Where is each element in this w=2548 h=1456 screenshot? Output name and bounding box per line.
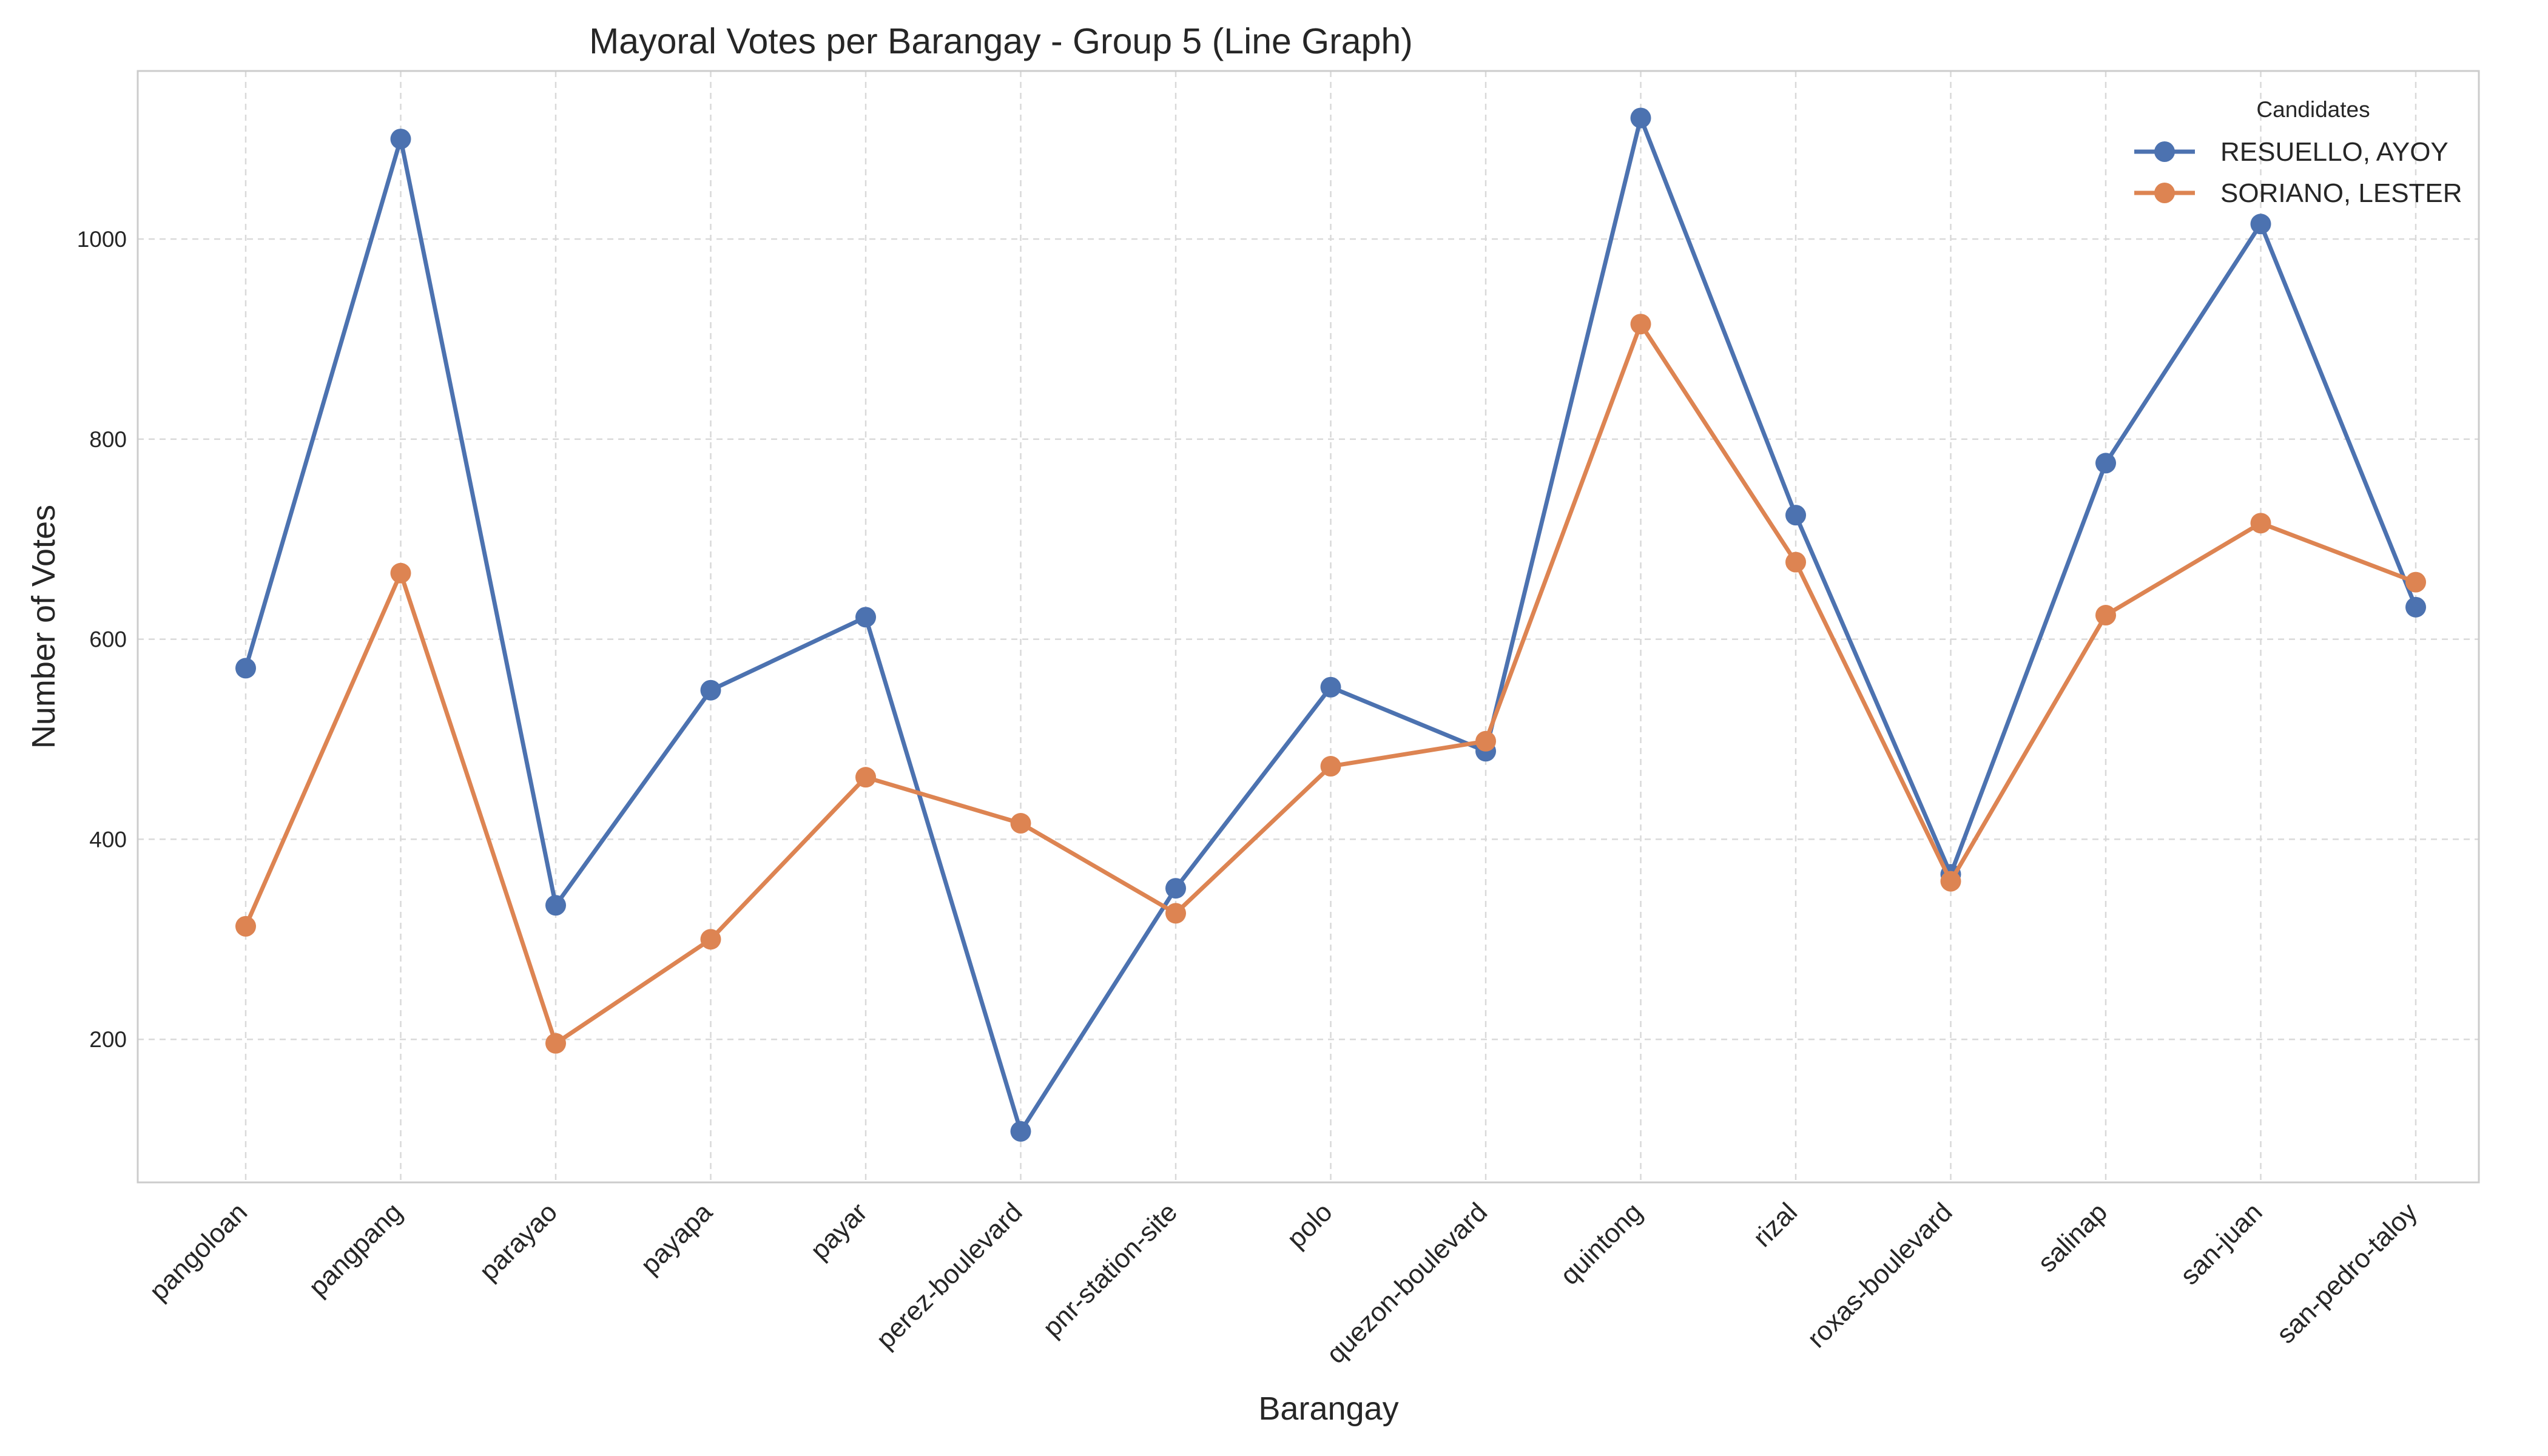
data-point bbox=[390, 562, 411, 584]
x-tick-label: parayao bbox=[474, 1197, 563, 1286]
legend-marker bbox=[2154, 183, 2175, 203]
x-tick-label: payapa bbox=[635, 1197, 718, 1280]
data-point bbox=[855, 767, 876, 788]
x-tick-label: pangoloan bbox=[144, 1197, 253, 1306]
data-point bbox=[2095, 453, 2116, 474]
legend: Candidates RESUELLO, AYOY SORIANO, LESTER bbox=[2134, 97, 2462, 208]
data-point bbox=[1940, 871, 1961, 892]
x-tick-label: san-pedro-taloy bbox=[2271, 1197, 2423, 1349]
x-axis-ticks: pangoloan pangpang parayao payapa payarperez… bbox=[144, 1197, 2423, 1369]
legend-entry: RESUELLO, AYOY bbox=[2134, 137, 2449, 167]
x-tick-label: perez-boulevard bbox=[871, 1197, 1028, 1354]
legend-marker bbox=[2154, 141, 2175, 162]
data-point bbox=[1475, 730, 1496, 752]
plot-frame bbox=[136, 70, 2480, 1184]
data-point bbox=[545, 1033, 566, 1054]
data-point bbox=[235, 915, 256, 937]
data-point bbox=[1630, 314, 1651, 335]
x-tick-label: polo bbox=[1281, 1197, 1338, 1253]
data-point bbox=[1630, 107, 1651, 129]
y-tick-label: 400 bbox=[89, 827, 127, 852]
x-tick-label: rizal bbox=[1747, 1197, 1803, 1253]
y-tick-label: 600 bbox=[89, 627, 127, 652]
data-point bbox=[1165, 878, 1186, 899]
x-tick-label: quezon-boulevard bbox=[1321, 1197, 1493, 1369]
data-point bbox=[390, 129, 411, 150]
legend-title: Candidates bbox=[2256, 97, 2370, 122]
y-axis-ticks: 200 400 600 800 1000 bbox=[77, 227, 127, 1052]
data-point bbox=[1320, 756, 1341, 777]
x-tick-label: payar bbox=[805, 1197, 873, 1265]
data-point bbox=[2250, 513, 2271, 534]
data-point bbox=[700, 929, 721, 950]
x-tick-label: pangpang bbox=[303, 1197, 408, 1302]
legend-label: RESUELLO, AYOY bbox=[2220, 137, 2449, 167]
data-point bbox=[235, 658, 256, 679]
y-tick-label: 200 bbox=[89, 1027, 127, 1052]
data-point bbox=[2405, 596, 2426, 618]
y-tick-label: 800 bbox=[89, 427, 127, 452]
x-tick-label: quintong bbox=[1555, 1197, 1648, 1290]
data-point bbox=[2405, 571, 2426, 593]
x-tick-label: san-juan bbox=[2175, 1197, 2268, 1290]
x-tick-label: pnr-station-site bbox=[1037, 1197, 1183, 1343]
x-axis-label: Barangay bbox=[1258, 1390, 1398, 1427]
data-point bbox=[1320, 676, 1341, 698]
data-point bbox=[855, 607, 876, 628]
data-point bbox=[1785, 505, 1806, 526]
data-point bbox=[1010, 813, 1031, 834]
series-group bbox=[235, 107, 2426, 1142]
data-point bbox=[700, 679, 721, 701]
y-axis-label: Number of Votes bbox=[25, 505, 62, 749]
data-point bbox=[2250, 214, 2271, 235]
y-tick-label: 1000 bbox=[77, 227, 127, 252]
chart-title: Mayoral Votes per Barangay - Group 5 (Li… bbox=[589, 21, 1413, 61]
data-point bbox=[1010, 1121, 1031, 1142]
x-tick-label: roxas-boulevard bbox=[1802, 1197, 1958, 1353]
data-point bbox=[545, 895, 566, 916]
x-tick-label: salinap bbox=[2032, 1197, 2113, 1278]
series-layer bbox=[235, 107, 2426, 1142]
data-point bbox=[1165, 903, 1186, 924]
grid-layer bbox=[138, 71, 2479, 1182]
data-point bbox=[1785, 551, 1806, 573]
legend-entry: SORIANO, LESTER bbox=[2134, 178, 2462, 208]
series-group bbox=[235, 314, 2426, 1054]
data-point bbox=[2095, 605, 2116, 626]
legend-label: SORIANO, LESTER bbox=[2220, 178, 2462, 208]
legend-entries: RESUELLO, AYOY SORIANO, LESTER bbox=[2134, 137, 2462, 208]
